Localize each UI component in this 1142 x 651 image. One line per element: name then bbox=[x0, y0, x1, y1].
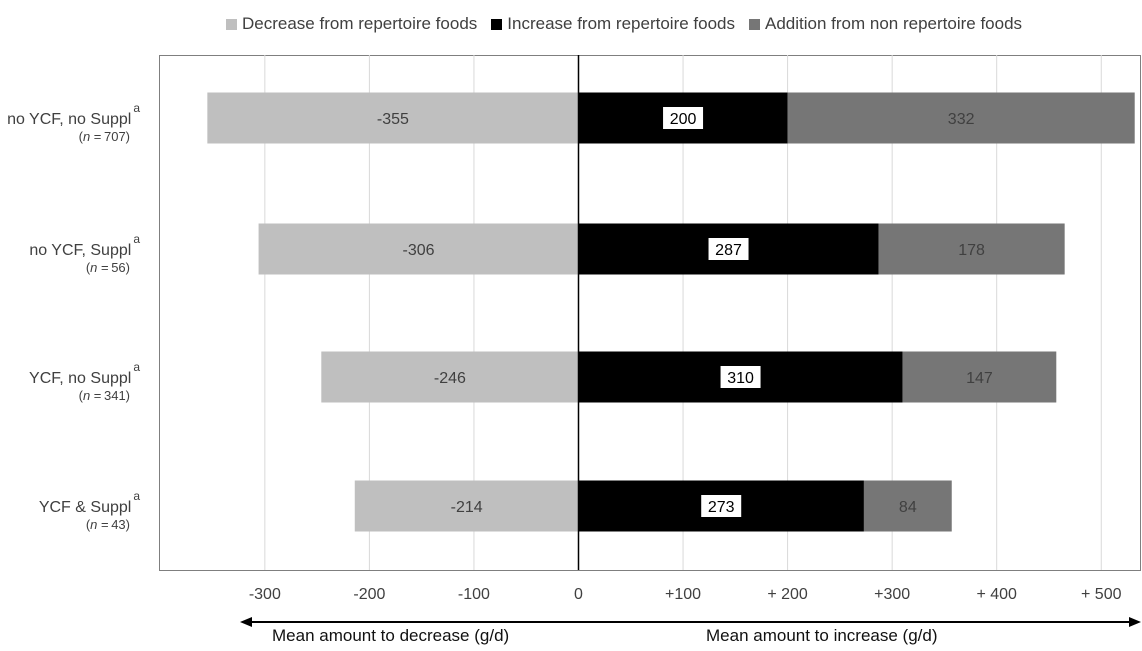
data-label: 200 bbox=[670, 111, 697, 128]
category-sample-size: (n = 43) bbox=[85, 517, 130, 532]
legend-item-decrease: Decrease from repertoire foods bbox=[226, 14, 477, 34]
data-label: -306 bbox=[403, 242, 435, 259]
category-name: no YCF, Suppla bbox=[29, 232, 140, 259]
x-tick-label: -300 bbox=[249, 586, 281, 603]
x-tick-label: + 500 bbox=[1081, 586, 1122, 603]
x-tick-label: + 200 bbox=[767, 586, 808, 603]
legend-swatch-increase bbox=[491, 18, 503, 30]
category-footnote-marker: a bbox=[133, 232, 140, 246]
data-label: 332 bbox=[948, 111, 975, 128]
data-label-box bbox=[708, 238, 749, 260]
data-label-box bbox=[720, 366, 761, 388]
category-label: no YCF, no Suppla (n = 707) bbox=[7, 99, 140, 144]
data-label-box bbox=[701, 495, 742, 517]
bar-decrease bbox=[354, 480, 579, 532]
data-label: 147 bbox=[966, 370, 993, 387]
data-label: -355 bbox=[377, 111, 409, 128]
category-sample-size: (n = 707) bbox=[78, 129, 130, 144]
legend: Decrease from repertoire foods Increase … bbox=[226, 14, 1022, 34]
x-tick-label: -200 bbox=[353, 586, 385, 603]
legend-label-addition: Addition from non repertoire foods bbox=[765, 14, 1023, 33]
legend-swatch-addition bbox=[749, 18, 760, 30]
x-tick-label: 0 bbox=[574, 586, 583, 603]
bars: -355 200 332 -306 287 178 -246 310 147 -214 273 84 bbox=[207, 92, 1135, 532]
category-label: YCF, no Suppla (n = 341) bbox=[29, 358, 140, 403]
x-tick-labels: -300 -200 -100 0 +100 + 200 +300 + 400 + 500 bbox=[249, 586, 1122, 603]
bar-decrease bbox=[321, 351, 579, 403]
data-label: 178 bbox=[958, 242, 985, 259]
category-footnote-marker: a bbox=[133, 489, 140, 503]
legend-label-decrease: Decrease from repertoire foods bbox=[242, 14, 478, 33]
category-name: no YCF, no Suppla bbox=[7, 101, 140, 128]
category-sample-size: (n = 56) bbox=[85, 260, 130, 275]
category-name: YCF, no Suppla bbox=[29, 360, 140, 387]
data-label: 310 bbox=[727, 370, 754, 387]
bar-decrease bbox=[207, 92, 579, 144]
data-label-box bbox=[663, 107, 704, 129]
x-tick-label: + 400 bbox=[976, 586, 1017, 603]
bar-addition bbox=[902, 351, 1057, 403]
x-axis-label-decrease: Mean amount to decrease (g/d) bbox=[272, 626, 510, 645]
legend-label-increase: Increase from repertoire foods bbox=[507, 14, 735, 33]
data-label: 84 bbox=[899, 499, 917, 516]
legend-item-addition: Addition from non repertoire foods bbox=[749, 14, 1022, 34]
category-label: no YCF, Suppla (n = 56) bbox=[29, 230, 140, 275]
category-footnote-marker: a bbox=[133, 360, 140, 374]
data-label: -214 bbox=[451, 499, 483, 516]
data-label: -246 bbox=[434, 370, 466, 387]
legend-item-increase: Increase from repertoire foods bbox=[491, 14, 735, 34]
bar-decrease bbox=[258, 223, 579, 275]
category-label: YCF & Suppla (n = 43) bbox=[39, 487, 140, 532]
category-name: YCF & Suppla bbox=[38, 489, 140, 516]
direction-arrow bbox=[240, 617, 1141, 627]
x-tick-label: -100 bbox=[458, 586, 490, 603]
legend-swatch-decrease bbox=[226, 18, 237, 30]
x-tick-label: +100 bbox=[665, 586, 701, 603]
bar-addition bbox=[787, 92, 1135, 144]
x-axis-label-increase: Mean amount to increase (g/d) bbox=[706, 626, 938, 645]
x-tick-label: +300 bbox=[874, 586, 910, 603]
bar-addition bbox=[863, 480, 952, 532]
category-sample-size: (n = 341) bbox=[78, 388, 130, 403]
data-label: 273 bbox=[708, 499, 735, 516]
bar-addition bbox=[878, 223, 1065, 275]
category-footnote-marker: a bbox=[133, 101, 140, 115]
data-label: 287 bbox=[715, 242, 742, 259]
